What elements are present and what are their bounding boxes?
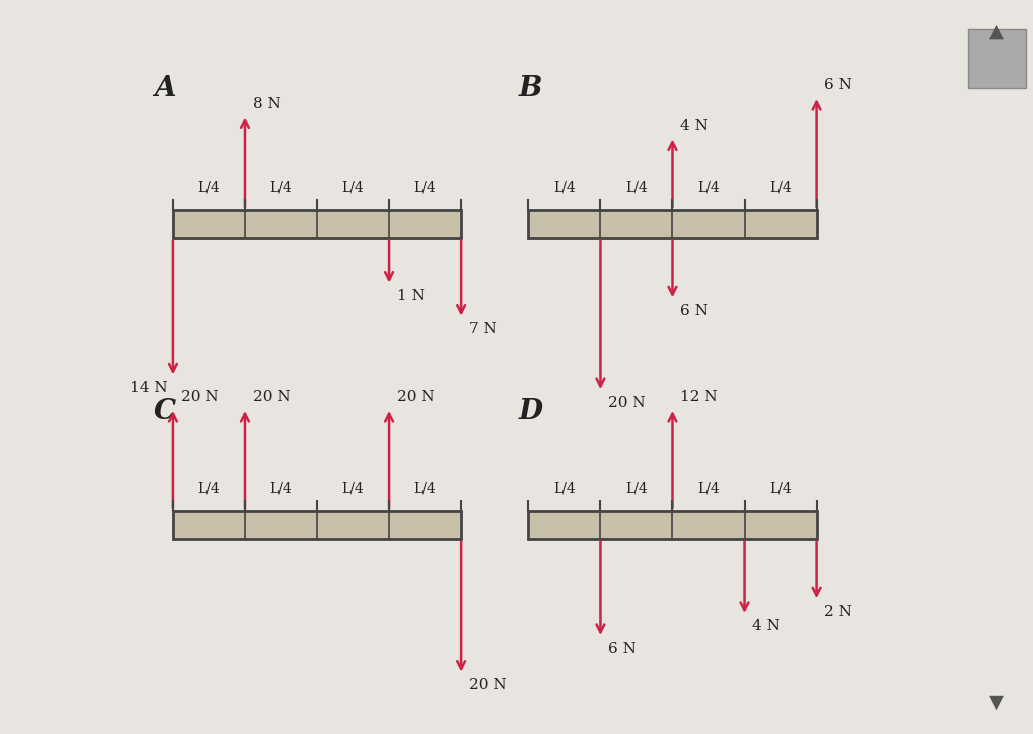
Text: L/4: L/4 — [197, 181, 220, 195]
Text: 20 N: 20 N — [397, 390, 435, 404]
Text: 20 N: 20 N — [469, 678, 506, 692]
Text: L/4: L/4 — [342, 181, 365, 195]
Text: 7 N: 7 N — [469, 322, 497, 336]
Text: L/4: L/4 — [625, 482, 648, 495]
Text: L/4: L/4 — [625, 181, 648, 195]
Text: L/4: L/4 — [197, 482, 220, 495]
FancyBboxPatch shape — [529, 210, 817, 238]
Text: 4 N: 4 N — [680, 119, 708, 133]
Text: L/4: L/4 — [414, 181, 437, 195]
Text: ▲: ▲ — [990, 22, 1004, 41]
Text: L/4: L/4 — [553, 482, 575, 495]
Text: 4 N: 4 N — [752, 619, 780, 633]
Text: 6 N: 6 N — [608, 642, 636, 655]
Text: L/4: L/4 — [553, 181, 575, 195]
FancyBboxPatch shape — [173, 511, 461, 539]
Text: D: D — [519, 398, 543, 424]
Text: L/4: L/4 — [697, 482, 720, 495]
FancyBboxPatch shape — [529, 511, 817, 539]
Text: L/4: L/4 — [770, 181, 792, 195]
Text: 20 N: 20 N — [181, 390, 218, 404]
Text: A: A — [154, 75, 176, 101]
Text: 20 N: 20 N — [608, 396, 646, 410]
Text: ▼: ▼ — [990, 693, 1004, 712]
Text: 12 N: 12 N — [680, 390, 718, 404]
Text: 6 N: 6 N — [680, 304, 708, 318]
Text: L/4: L/4 — [697, 181, 720, 195]
Text: L/4: L/4 — [270, 482, 292, 495]
Text: L/4: L/4 — [342, 482, 365, 495]
Text: C: C — [154, 398, 176, 424]
Text: 8 N: 8 N — [253, 97, 280, 111]
Text: L/4: L/4 — [270, 181, 292, 195]
Text: B: B — [519, 75, 542, 101]
Text: 14 N: 14 N — [130, 381, 168, 395]
FancyBboxPatch shape — [968, 29, 1026, 88]
Text: 20 N: 20 N — [253, 390, 290, 404]
Text: L/4: L/4 — [414, 482, 437, 495]
Text: 2 N: 2 N — [824, 605, 852, 619]
FancyBboxPatch shape — [173, 210, 461, 238]
Text: 1 N: 1 N — [397, 289, 425, 303]
Text: L/4: L/4 — [770, 482, 792, 495]
Text: 6 N: 6 N — [824, 79, 852, 92]
